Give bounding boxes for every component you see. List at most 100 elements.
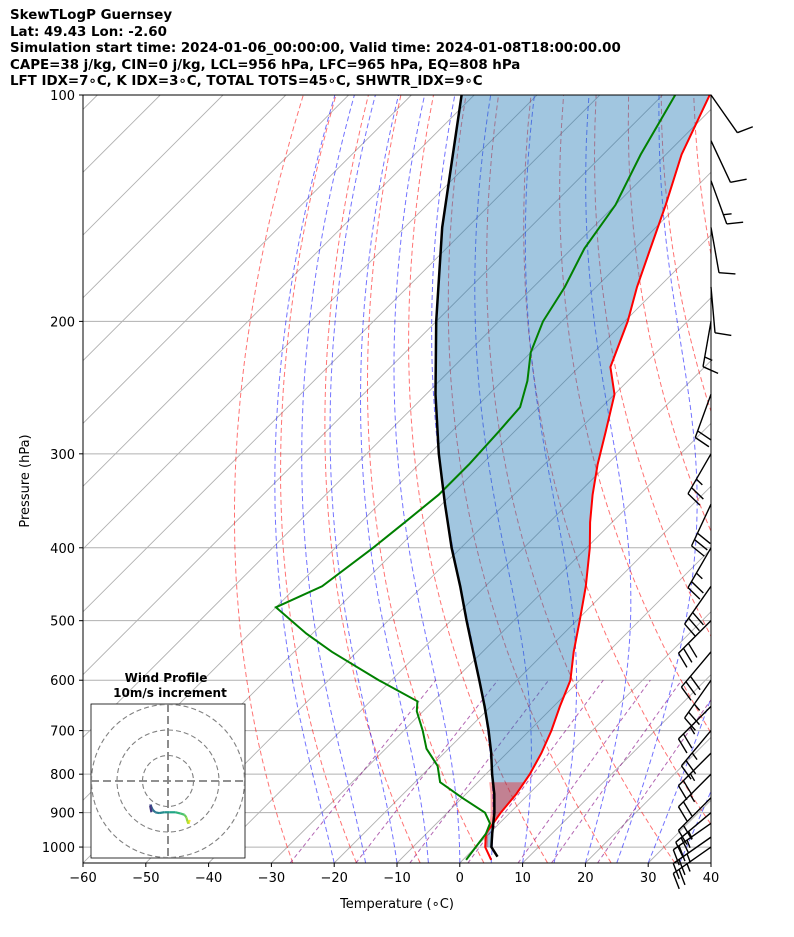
wind-barb-staff (694, 394, 712, 438)
y-tick-label: 1000 (42, 841, 75, 856)
hodograph-segment (149, 804, 152, 807)
wind-barb-staff (710, 286, 716, 333)
wind-barb-staff (680, 651, 712, 688)
wind-barb-half (704, 356, 713, 362)
mixing-ratio-line (409, 679, 550, 863)
wind-barb (702, 321, 719, 375)
wind-barb (680, 730, 712, 780)
wind-barb-full (685, 760, 697, 775)
wind-barb-staff (672, 846, 712, 875)
wind-barb (690, 503, 712, 557)
hodograph-segment (158, 811, 165, 815)
series-parcel-line (434, 95, 499, 858)
isotherm (83, 95, 475, 487)
y-tick-label: 200 (50, 315, 75, 330)
x-tick-label: −60 (69, 871, 96, 886)
wind-barb-full (682, 780, 693, 796)
hodograph-ring (91, 704, 245, 858)
hodograph-segment (187, 819, 191, 823)
wind-barb-staff (680, 730, 712, 767)
dry-adiabat (759, 95, 794, 863)
wind-barb-staff (710, 227, 720, 273)
wind-barb-full (684, 717, 696, 731)
hodograph-segment (186, 820, 190, 825)
index-line: LFT IDX=7∘C, K IDX=3∘C, TOTAL TOTS=45∘C,… (10, 74, 483, 89)
wind-barb-full (672, 863, 680, 880)
wind-barb-full (680, 686, 692, 701)
mixing-ratio-line (355, 679, 499, 863)
isotherm (83, 95, 412, 425)
wind-barb (687, 453, 712, 506)
y-tick-label: 900 (50, 807, 75, 822)
hodograph-segment (185, 817, 189, 822)
dry-adiabat (234, 95, 304, 863)
hodograph-segment (155, 811, 160, 815)
x-tick-label: −10 (383, 871, 410, 886)
wind-barb-full (677, 738, 688, 754)
wind-barb-full (678, 845, 686, 862)
time-line: Simulation start time: 2024-01-06_00:00:… (10, 41, 621, 56)
wind-barb-full (678, 859, 686, 876)
x-tick-label: 0 (456, 871, 464, 886)
wind-barb-half (695, 478, 703, 486)
moist-adiabat (710, 861, 711, 863)
wind-barb-full (702, 366, 719, 375)
wind-barb-staff (677, 705, 712, 740)
wind-barb-full (678, 869, 686, 886)
wind-barb-full (680, 837, 689, 853)
wind-barb-full (682, 647, 693, 663)
wind-barb-half (689, 794, 696, 803)
wind-barb-staff (684, 585, 712, 625)
wind-barb-full (691, 487, 704, 500)
wind-barb-full (672, 849, 680, 866)
wind-barb-half (691, 752, 698, 761)
wind-barb-staff (687, 453, 712, 495)
wind-barb-full (691, 581, 704, 594)
x-tick-label: 20 (577, 871, 594, 886)
dry-adiabat (367, 95, 485, 863)
wind-barb-full (697, 532, 711, 545)
moist-adiabat (679, 789, 711, 863)
y-axis-label: Pressure (hPa) (18, 434, 33, 527)
wind-barb (677, 705, 712, 754)
moist-adiabat (584, 95, 632, 863)
hodograph-segment (151, 808, 157, 814)
wind-barb-full (692, 612, 704, 626)
wind-barb-half (686, 839, 691, 849)
wind-barb-full (687, 587, 701, 600)
wind-barb-staff (690, 503, 712, 547)
y-tick-label: 700 (50, 725, 75, 740)
x-tick-label: 40 (703, 871, 720, 886)
wind-barb (672, 846, 712, 890)
wind-barb (687, 547, 712, 600)
wind-barb (684, 679, 712, 731)
wind-barb (680, 651, 712, 701)
wind-barb-staff (702, 321, 712, 367)
x-tick-label: −20 (320, 871, 347, 886)
hodograph-segment (149, 805, 153, 813)
dry-adiabat (447, 95, 612, 863)
wind-barb-full (682, 825, 693, 840)
isotherm (271, 422, 711, 863)
chart-header: SkewTLogP Guernsey Lat: 49.43 Lon: -2.60… (10, 8, 621, 91)
wind-barb-staff (677, 752, 712, 787)
isotherm (774, 95, 794, 863)
cape-line: CAPE=38 j/kg, CIN=0 j/kg, LCL=956 hPa, L… (10, 57, 521, 73)
hodograph-segment (175, 811, 182, 815)
wind-barb-full (687, 493, 701, 506)
wind-barb-full (697, 430, 712, 441)
wind-barb (710, 286, 732, 337)
wind-barb (684, 585, 712, 637)
wind-barb-full (677, 652, 688, 668)
wind-barb-full (688, 711, 700, 726)
moist-adiabat (301, 95, 367, 863)
hodograph-segment (183, 814, 188, 819)
isotherm (83, 95, 538, 550)
x-axis-label: Temperature (∘C) (339, 897, 454, 912)
wind-barb-full (682, 801, 693, 817)
mixing-ratio-line (551, 679, 683, 863)
dry-adiabat (280, 95, 357, 863)
isotherm (83, 95, 287, 299)
wind-barb-full (694, 538, 708, 551)
y-tick-label: 300 (50, 448, 75, 463)
